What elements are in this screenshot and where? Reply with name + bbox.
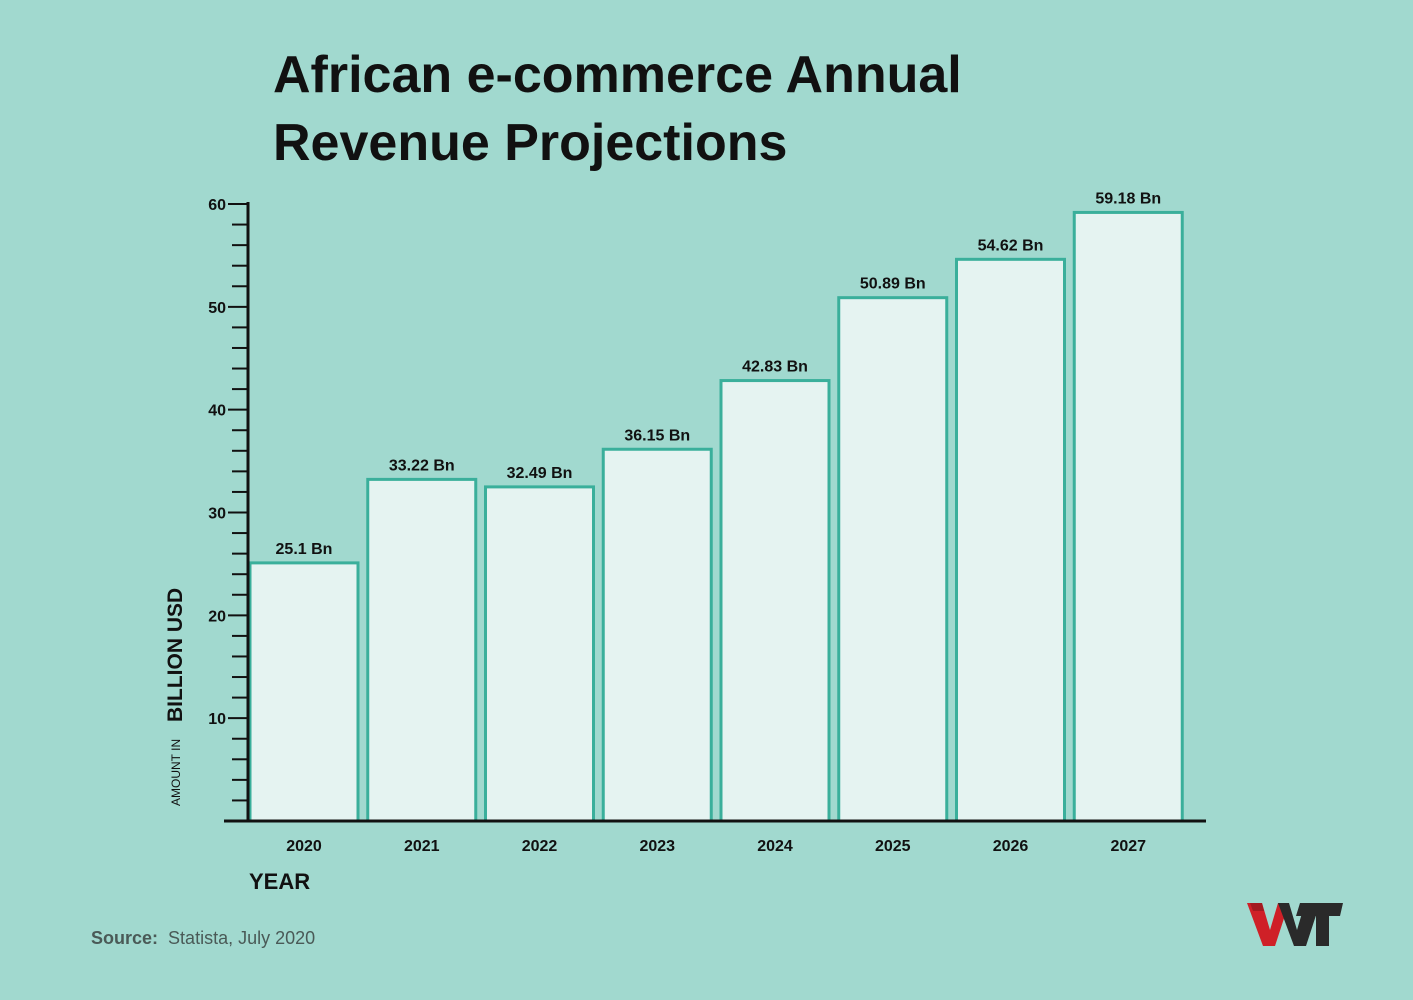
x-axis-title: YEAR [249, 869, 310, 894]
bars-layer: 25.1 Bn 33.22 Bn 32.49 Bn 36.15 Bn 42.83 Bn 5… [248, 190, 1184, 823]
x-tick-label-2027: 2027 [1110, 838, 1146, 855]
bar-2023 [601, 447, 713, 823]
bar-label-2027: 59.18 Bn [1095, 190, 1161, 207]
bar-label-2026: 54.62 Bn [978, 237, 1044, 254]
x-tick-label-2024: 2024 [757, 838, 793, 855]
x-tick-label-2026: 2026 [993, 838, 1029, 855]
x-axis: 2020 2021 2022 2023 2024 2025 2026 2027 [224, 819, 1206, 855]
bar-label-2020: 25.1 Bn [276, 541, 333, 558]
y-tick-label-20: 20 [208, 608, 226, 625]
x-tick-label-2022: 2022 [522, 838, 558, 855]
x-tick-label-2023: 2023 [639, 838, 675, 855]
x-tick-label-2020: 2020 [286, 838, 322, 855]
bar-label-2025: 50.89 Bn [860, 276, 926, 293]
bar-label-2023: 36.15 Bn [624, 427, 690, 444]
y-axis-label-prefix: AMOUNT IN [169, 739, 183, 806]
chart-title-line-1: African e-commerce Annual [273, 46, 962, 104]
chart-title-line-2: Revenue Projections [273, 114, 787, 172]
y-tick-label-50: 50 [208, 300, 226, 317]
bar-2020 [248, 561, 360, 823]
bar-2026 [955, 257, 1066, 823]
bar-label-2022: 32.49 Bn [507, 465, 573, 482]
y-tick-label-30: 30 [208, 506, 226, 523]
bar-2022 [484, 485, 595, 823]
bar-label-2024: 42.83 Bn [742, 359, 808, 376]
bar-2025 [837, 296, 949, 823]
x-tick-label-2025: 2025 [875, 838, 911, 855]
y-tick-label-60: 60 [208, 197, 226, 214]
bar-2024 [719, 379, 831, 823]
wt-logo-icon [1247, 903, 1343, 946]
y-axis: 10 20 30 40 50 60 [208, 197, 250, 821]
y-tick-label-10: 10 [208, 711, 226, 728]
bar-2027 [1072, 210, 1184, 823]
source-label: Source: [91, 928, 158, 948]
y-tick-label-40: 40 [208, 403, 226, 420]
source-text: Statista, July 2020 [168, 928, 315, 948]
y-axis-label-main: BILLION USD [164, 588, 187, 722]
x-tick-label-2021: 2021 [404, 838, 440, 855]
bar-label-2021: 33.22 Bn [389, 457, 455, 474]
source-note: Source: Statista, July 2020 [91, 928, 315, 948]
bar-2021 [366, 477, 478, 823]
